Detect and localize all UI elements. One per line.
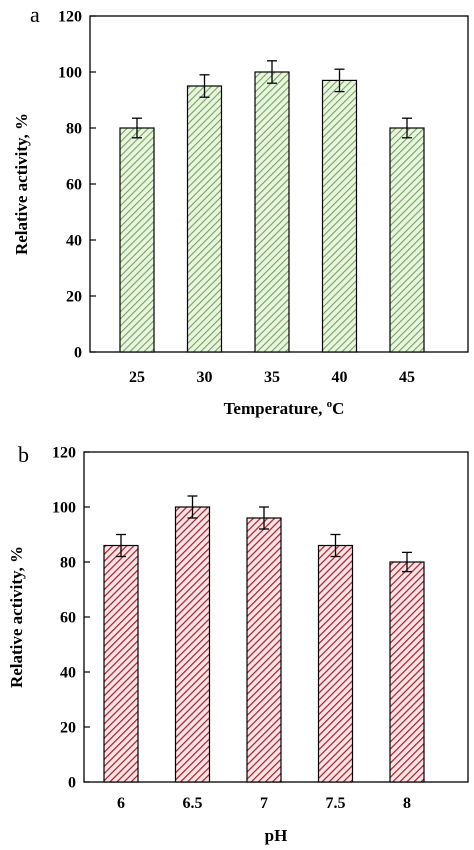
x-tick-label: 45 [399,369,415,386]
bars-a [119,60,425,353]
chart-b: b 0 20 40 60 80 100 120 6 6.5 7 7.5 8 Relative act… [7,442,469,845]
x-tick-label: 40 [332,369,348,386]
y-tick-label: 0 [74,345,82,362]
x-axis-label-a-sup: o [327,398,333,410]
x-axis-label-b: pH [265,826,288,845]
y-tick-label: 20 [66,289,82,306]
bar [254,71,290,353]
x-axis-label-a-text: Temperature, [224,399,327,418]
bar [317,544,354,783]
x-tick-label: 8 [403,795,411,812]
bar [186,85,223,353]
y-tick-label: 20 [60,720,76,737]
y-tick-label: 40 [66,233,82,250]
x-tick-label: 7 [260,795,268,812]
x-tick-label: 35 [264,369,280,386]
y-tick-label: 80 [60,555,76,572]
x-ticks-a: 25 30 35 40 45 [129,346,415,386]
bar [389,127,425,353]
x-tick-label: 7.5 [326,795,346,812]
y-axis-label-b: Relative activity, % [7,546,26,688]
y-tick-label: 80 [66,121,82,138]
y-tick-label: 120 [58,9,82,26]
y-tick-label: 60 [60,610,76,627]
bars-b [103,495,425,783]
bar [103,544,139,783]
y-tick-label: 60 [66,177,82,194]
panel-label-a: a [30,2,40,27]
y-tick-label: 40 [60,665,76,682]
panel-label-b: b [18,442,29,467]
x-tick-label: 30 [197,369,213,386]
x-axis-label-a-unit: C [332,399,344,418]
x-axis-label-a: Temperature, oC [224,398,345,418]
y-ticks-a: 0 20 40 60 80 100 120 [58,9,96,362]
x-tick-label: 6 [117,795,125,812]
bar [246,517,282,783]
chart-a: a 0 20 40 60 80 100 120 25 30 35 40 45 Relative ac… [12,2,469,418]
bar [174,506,211,783]
y-tick-label: 100 [52,500,76,517]
y-ticks-b: 0 20 40 60 80 100 120 [52,445,90,792]
y-tick-label: 120 [52,445,76,462]
bar [119,127,155,353]
y-tick-label: 0 [68,775,76,792]
bar [389,561,425,783]
y-tick-label: 100 [58,65,82,82]
bar [321,79,358,353]
x-tick-label: 25 [129,369,145,386]
y-axis-label-a: Relative activity, % [12,113,31,255]
x-tick-label: 6.5 [183,795,203,812]
